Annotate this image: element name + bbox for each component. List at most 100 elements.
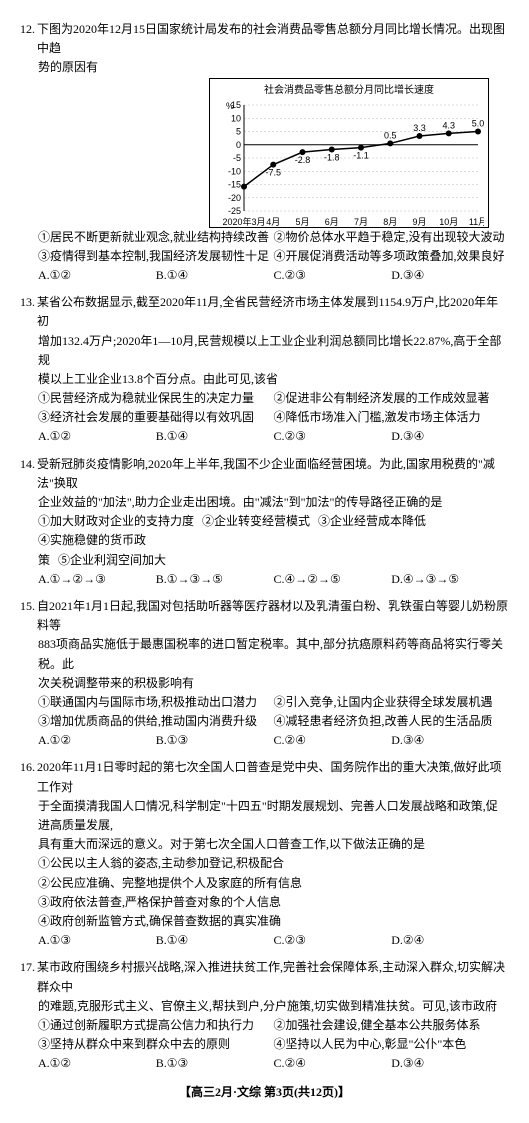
svg-text:5: 5 (236, 126, 241, 136)
q12-c: C.②③ (274, 266, 392, 285)
q17-c: C.②④ (274, 1054, 392, 1073)
q15-b: B.①③ (156, 731, 274, 750)
q14-s3: ③企业经营成本降低 (318, 512, 426, 531)
q12-opt3: ③疫情得到基本控制,我国经济发展韧性十足 (38, 247, 274, 266)
q17-b: B.①③ (156, 1054, 274, 1073)
q12-text2: 势的原因有 (20, 58, 509, 77)
svg-text:10: 10 (231, 113, 241, 123)
q16-opt4: ④政府创新监管方式,确保普查数据的真实准确 (20, 912, 509, 931)
page-footer: 【高三2月·文综 第3页(共12页)】 (20, 1083, 509, 1102)
q13-opt3: ③经济社会发展的重要基础得以有效巩固 (38, 408, 274, 427)
q14-a: A.①→②→③ (38, 570, 156, 589)
svg-text:2020年3月: 2020年3月 (222, 216, 265, 227)
question-13: 13. 某省公布数据显示,截至2020年11月,全省民营经济市场主体发展到115… (20, 293, 509, 447)
q13-text3: 模以上工业企业13.8个百分点。由此可见,该省 (20, 370, 509, 389)
q17-answers: A.①② B.①③ C.②④ D.③④ (20, 1054, 509, 1073)
q16-a: A.①③ (38, 931, 156, 950)
svg-text:9月: 9月 (412, 217, 426, 227)
q14-text2: 企业效益的"加法",助力企业走出困境。由"减法"到"加法"的传导路径正确的是 (20, 493, 509, 512)
svg-text:3.3: 3.3 (413, 123, 426, 133)
q12-opt2: ②物价总体水平趋于稳定,没有出现较大波动 (274, 228, 510, 247)
q13-answers: A.①② B.①④ C.②③ D.③④ (20, 427, 509, 446)
q12-opt4: ④开展促消费活动等多项政策叠加,效果良好 (274, 247, 510, 266)
q15-text1: 自2021年1月1日起,我国对包括助听器等医疗器材以及乳清蛋白粉、乳铁蛋白等婴儿… (37, 597, 509, 635)
q17-opt4: ④坚持以人民为中心,彰显"公仆"本色 (274, 1035, 510, 1054)
q15-text2: 883项商品实施低于最惠国税率的进口暂定税率。其中,部分抗癌原料药等商品将实行零… (20, 635, 509, 673)
q17-num: 17. (20, 958, 35, 996)
q17-a: A.①② (38, 1054, 156, 1073)
q14-c: C.④→②→⑤ (274, 570, 392, 589)
q17-text2: 的难题,克服形式主义、官僚主义,帮扶到户,分户施策,切实做到精准扶贫。可见,该市… (20, 997, 509, 1016)
q15-answers: A.①② B.①③ C.②④ D.③④ (20, 731, 509, 750)
question-12: 12. 下图为2020年12月15日国家统计局发布的社会消费品零售总额分月同比增… (20, 20, 509, 285)
chart-svg: -25-20-15-10-5051015%2020年3月4月5月6月7月8月9月… (214, 99, 484, 229)
q13-d: D.③④ (391, 427, 509, 446)
q12-d: D.③④ (391, 266, 509, 285)
q16-opt1: ①公民以主人翁的姿态,主动参加登记,积极配合 (20, 854, 509, 873)
svg-text:6月: 6月 (325, 217, 339, 227)
q14-s2: ②企业转变经营模式 (202, 512, 310, 531)
q12-num: 12. (20, 20, 35, 58)
q16-opt2: ②公民应准确、完整地提供个人及家庭的所有信息 (20, 874, 509, 893)
q15-opt2: ②引入竞争,让国内企业获得全球发展机遇 (274, 693, 510, 712)
q16-answers: A.①③ B.①④ C.②③ D.②④ (20, 931, 509, 950)
q13-a: A.①② (38, 427, 156, 446)
q14-sub: ①加大财政对企业的支持力度 ②企业转变经营模式 ③企业经营成本降低 ④实施稳健的… (20, 512, 509, 550)
q12-answers: A.①② B.①④ C.②③ D.③④ (20, 266, 509, 285)
q16-b: B.①④ (156, 931, 274, 950)
q16-opt3: ③政府依法普查,严格保护普查对象的个人信息 (20, 893, 509, 912)
question-14: 14. 受新冠肺炎疫情影响,2020年上半年,我国不少企业面临经营困境。为此,国… (20, 455, 509, 589)
q15-options: ①联通国内与国际市场,积极推动出口潜力 ②引入竞争,让国内企业获得全球发展机遇 … (20, 693, 509, 731)
svg-text:4月: 4月 (266, 217, 280, 227)
svg-text:10月: 10月 (439, 217, 458, 227)
q16-text1: 2020年11月1日零时起的第七次全国人口普查是党中央、国务院作出的重大决策,做… (37, 758, 509, 796)
svg-text:4.3: 4.3 (442, 120, 455, 130)
svg-text:8月: 8月 (383, 217, 397, 227)
q16-text2: 于全面摸清我国人口情况,科学制定"十四五"时期发展规划、完善人口发展战略和政策,… (20, 797, 509, 835)
q15-num: 15. (20, 597, 35, 635)
svg-text:-20: -20 (228, 192, 241, 202)
svg-text:5.0: 5.0 (472, 118, 484, 128)
q14-s4: ④实施稳健的货币政 (38, 531, 146, 550)
svg-text:-7.5: -7.5 (265, 167, 281, 177)
q14-s5: 策 (38, 551, 50, 570)
q13-num: 13. (20, 293, 35, 331)
q15-d: D.③④ (391, 731, 509, 750)
svg-text:0: 0 (236, 139, 241, 149)
q15-opt1: ①联通国内与国际市场,积极推动出口潜力 (38, 693, 274, 712)
q17-options: ①通过创新履职方式提高公信力和执行力 ②加强社会建设,健全基本公共服务体系 ③坚… (20, 1016, 509, 1054)
question-17: 17. 某市政府围绕乡村振兴战略,深入推进扶贫工作,完善社会保障体系,主动深入群… (20, 958, 509, 1073)
q16-text3: 具有重大而深远的意义。对于第七次全国人口普查工作,以下做法正确的是 (20, 835, 509, 854)
q16-num: 16. (20, 758, 35, 796)
svg-text:%: % (226, 101, 234, 111)
q17-opt2: ②加强社会建设,健全基本公共服务体系 (274, 1016, 510, 1035)
q15-c: C.②④ (274, 731, 392, 750)
q13-opt1: ①民营经济成为稳就业保民生的决定力量 (38, 389, 274, 408)
svg-text:11月: 11月 (469, 217, 484, 227)
svg-text:-15: -15 (228, 179, 241, 189)
question-15: 15. 自2021年1月1日起,我国对包括助听器等医疗器材以及乳清蛋白粉、乳铁蛋… (20, 597, 509, 751)
q13-text1: 某省公布数据显示,截至2020年11月,全省民营经济市场主体发展到1154.9万… (37, 293, 509, 331)
q12-b: B.①④ (156, 266, 274, 285)
svg-text:-5: -5 (233, 153, 241, 163)
q14-text1: 受新冠肺炎疫情影响,2020年上半年,我国不少企业面临经营困境。为此,国家用税费… (37, 455, 509, 493)
q14-num: 14. (20, 455, 35, 493)
q14-answers: A.①→②→③ B.①→③→⑤ C.④→②→⑤ D.④→③→⑤ (20, 570, 509, 589)
q14-s6: ⑤企业利润空间加大 (58, 551, 166, 570)
chart-title: 社会消费品零售总额分月同比增长速度 (214, 83, 484, 99)
q14-sub2: 策 ⑤企业利润空间加大 (20, 551, 509, 570)
q14-b: B.①→③→⑤ (156, 570, 274, 589)
q13-opt4: ④降低市场准入门槛,激发市场主体活力 (274, 408, 510, 427)
q14-s1: ①加大财政对企业的支持力度 (38, 512, 194, 531)
svg-text:-1.8: -1.8 (324, 152, 340, 162)
svg-text:-10: -10 (228, 166, 241, 176)
q12-text1: 下图为2020年12月15日国家统计局发布的社会消费品零售总额分月同比增长情况。… (37, 20, 509, 58)
q13-options: ①民营经济成为稳就业保民生的决定力量 ②促进非公有制经济发展的工作成效显著 ③经… (20, 389, 509, 427)
svg-text:7月: 7月 (354, 217, 368, 227)
q12-a: A.①② (38, 266, 156, 285)
q15-text3: 次关税调整带来的积极影响有 (20, 674, 509, 693)
svg-text:0.5: 0.5 (384, 130, 397, 140)
svg-text:-25: -25 (228, 206, 241, 216)
q16-c: C.②③ (274, 931, 392, 950)
q13-opt2: ②促进非公有制经济发展的工作成效显著 (274, 389, 510, 408)
